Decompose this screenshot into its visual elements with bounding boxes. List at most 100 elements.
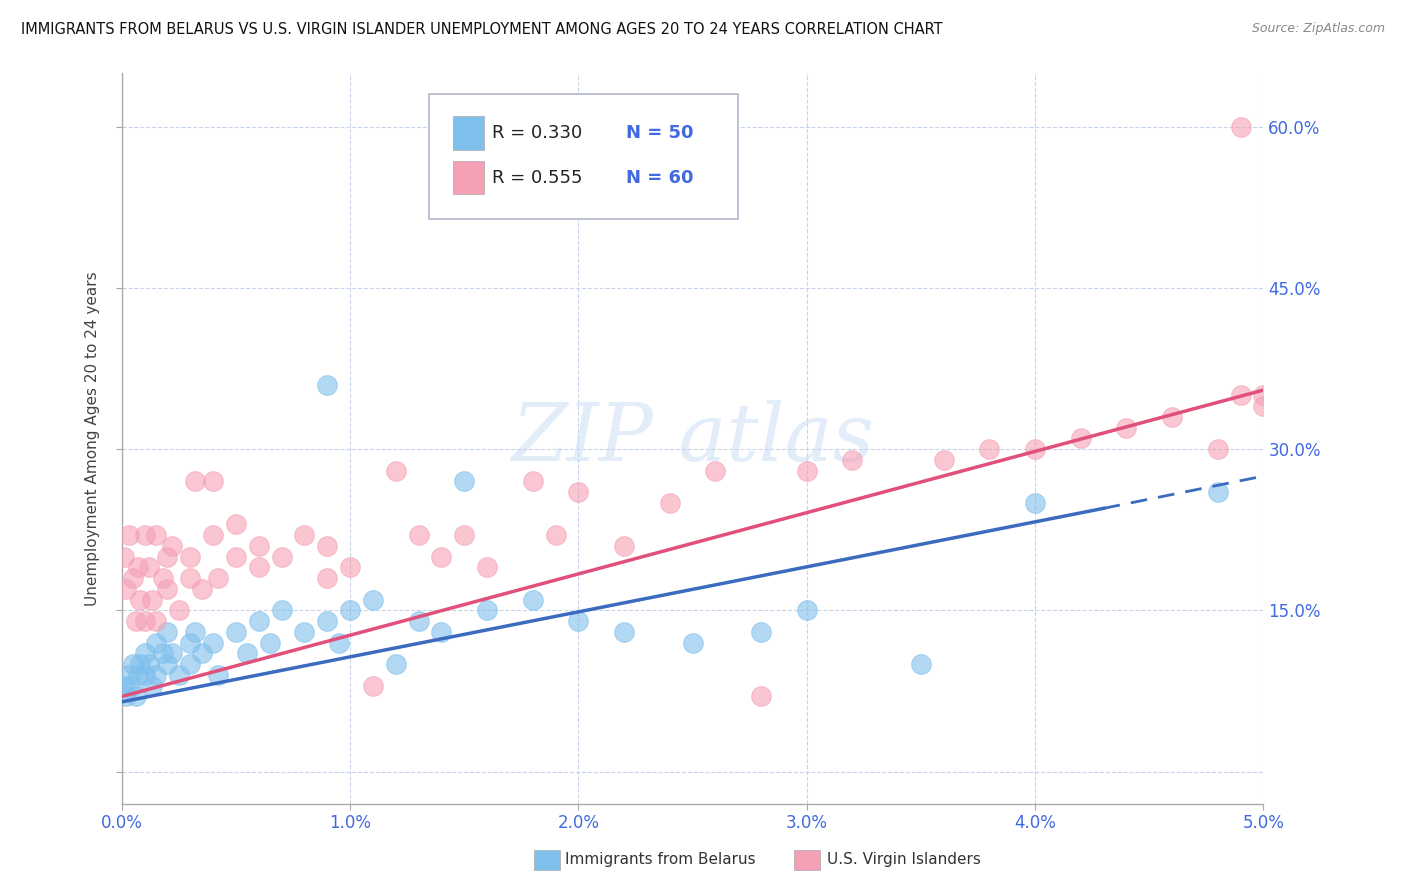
Point [156,657,179,672]
Point [932,453,955,467]
Text: R = 0.555: R = 0.555 [492,169,582,186]
Point [1253,399,1275,413]
Point [179,571,201,585]
Point [167,603,190,617]
Point [430,625,453,640]
Point [361,679,384,693]
Point [179,636,201,650]
Point [430,549,453,564]
Point [339,560,361,574]
Point [247,539,270,553]
Point [316,539,339,553]
Point [207,571,229,585]
Point [127,560,149,574]
Point [613,539,636,553]
Point [225,625,247,640]
Text: IMMIGRANTS FROM BELARUS VS U.S. VIRGIN ISLANDER UNEMPLOYMENT AMONG AGES 20 TO 24: IMMIGRANTS FROM BELARUS VS U.S. VIRGIN I… [21,22,942,37]
Point [120,679,142,693]
Point [202,475,225,489]
Text: ZIP atlas: ZIP atlas [512,400,875,477]
Point [259,636,281,650]
Point [156,625,179,640]
Point [129,657,152,672]
Point [184,625,207,640]
Point [124,614,146,628]
Y-axis label: Unemployment Among Ages 20 to 24 years: Unemployment Among Ages 20 to 24 years [86,271,100,606]
Point [270,603,292,617]
Point [115,690,138,704]
Point [207,668,229,682]
Point [145,636,167,650]
Point [749,690,772,704]
Point [704,464,727,478]
Point [118,668,141,682]
Point [138,560,160,574]
Point [453,528,475,542]
Point [841,453,863,467]
Point [129,592,152,607]
Point [145,614,167,628]
Point [682,636,704,650]
Point [567,614,589,628]
Point [156,549,179,564]
Point [294,528,316,542]
Point [979,442,1001,457]
Text: N = 50: N = 50 [626,124,693,142]
Point [544,528,567,542]
Point [385,657,408,672]
Point [1161,409,1184,424]
Point [910,657,932,672]
Point [115,582,138,596]
Point [749,625,772,640]
Point [179,657,201,672]
Point [796,464,818,478]
Point [1024,442,1046,457]
Point [408,528,430,542]
Point [118,528,141,542]
Point [1024,496,1046,510]
Point [236,647,259,661]
Point [134,647,156,661]
Point [613,625,636,640]
Point [167,668,190,682]
Point [134,668,156,682]
Point [225,549,247,564]
Point [152,647,174,661]
Point [316,614,339,628]
Point [202,528,225,542]
Point [145,528,167,542]
Point [567,485,589,500]
Point [160,539,183,553]
Point [796,603,818,617]
Point [138,657,160,672]
Point [134,614,156,628]
Point [190,582,212,596]
Point [179,549,201,564]
Point [202,636,225,650]
Point [122,571,145,585]
Point [141,679,163,693]
Point [145,668,167,682]
Point [294,625,316,640]
Point [1115,421,1137,435]
Point [160,647,183,661]
Point [1253,388,1275,402]
Point [1206,442,1229,457]
Point [522,592,544,607]
Point [1206,485,1229,500]
Text: N = 60: N = 60 [626,169,693,186]
Point [270,549,292,564]
Point [122,657,145,672]
Point [225,517,247,532]
Point [316,571,339,585]
Point [127,668,149,682]
Point [134,528,156,542]
Text: U.S. Virgin Islanders: U.S. Virgin Islanders [827,853,980,867]
Point [361,592,384,607]
Point [141,592,163,607]
Text: Immigrants from Belarus: Immigrants from Belarus [565,853,756,867]
Point [316,377,339,392]
Point [112,679,135,693]
Point [124,690,146,704]
Point [475,560,498,574]
